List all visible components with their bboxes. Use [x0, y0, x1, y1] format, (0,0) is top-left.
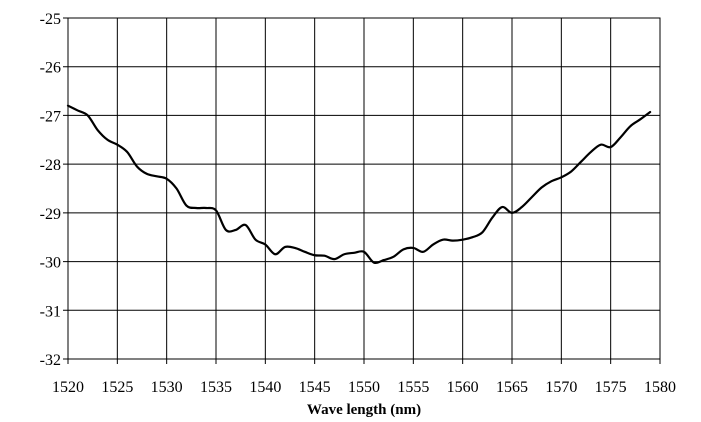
- x-axis-tick-labels: 1520 1525 1530 1535 1540 1545 1550 1555 1560 1565…: [52, 379, 676, 396]
- x-tick-label: 1535: [200, 379, 232, 396]
- y-axis-tick-labels: -32 -31 -30 -29 -28 -27 -26 -25: [40, 11, 61, 369]
- y-tick-label: -31: [40, 303, 61, 320]
- x-axis-title: Wave length (nm): [307, 402, 421, 418]
- y-tick-label: -26: [40, 60, 61, 77]
- series-line: [66, 104, 652, 264]
- x-tick-label: 1550: [348, 379, 380, 396]
- plot-area-border: [67, 17, 661, 360]
- x-tick-label: 1540: [249, 379, 281, 396]
- x-tick-label: 1520: [52, 379, 84, 396]
- x-tick-label: 1560: [447, 379, 479, 396]
- x-tick-label: 1575: [595, 379, 627, 396]
- x-tick-label: 1525: [101, 379, 133, 396]
- x-tick-label: 1555: [397, 379, 429, 396]
- y-tick-label: -25: [40, 11, 61, 28]
- x-tick-label: 1530: [151, 379, 183, 396]
- y-tick-label: -32: [40, 352, 61, 369]
- vertical-gridlines: [67, 18, 661, 364]
- y-tick-label: -28: [40, 157, 61, 174]
- horizontal-gridlines: [63, 17, 660, 360]
- x-tick-label: 1580: [644, 379, 676, 396]
- x-tick-label: 1565: [496, 379, 528, 396]
- x-tick-label: 1545: [299, 379, 331, 396]
- x-tick-label: 1570: [545, 379, 577, 396]
- y-tick-label: -27: [40, 108, 61, 125]
- y-tick-label: -30: [40, 255, 61, 272]
- y-tick-label: -29: [40, 206, 61, 223]
